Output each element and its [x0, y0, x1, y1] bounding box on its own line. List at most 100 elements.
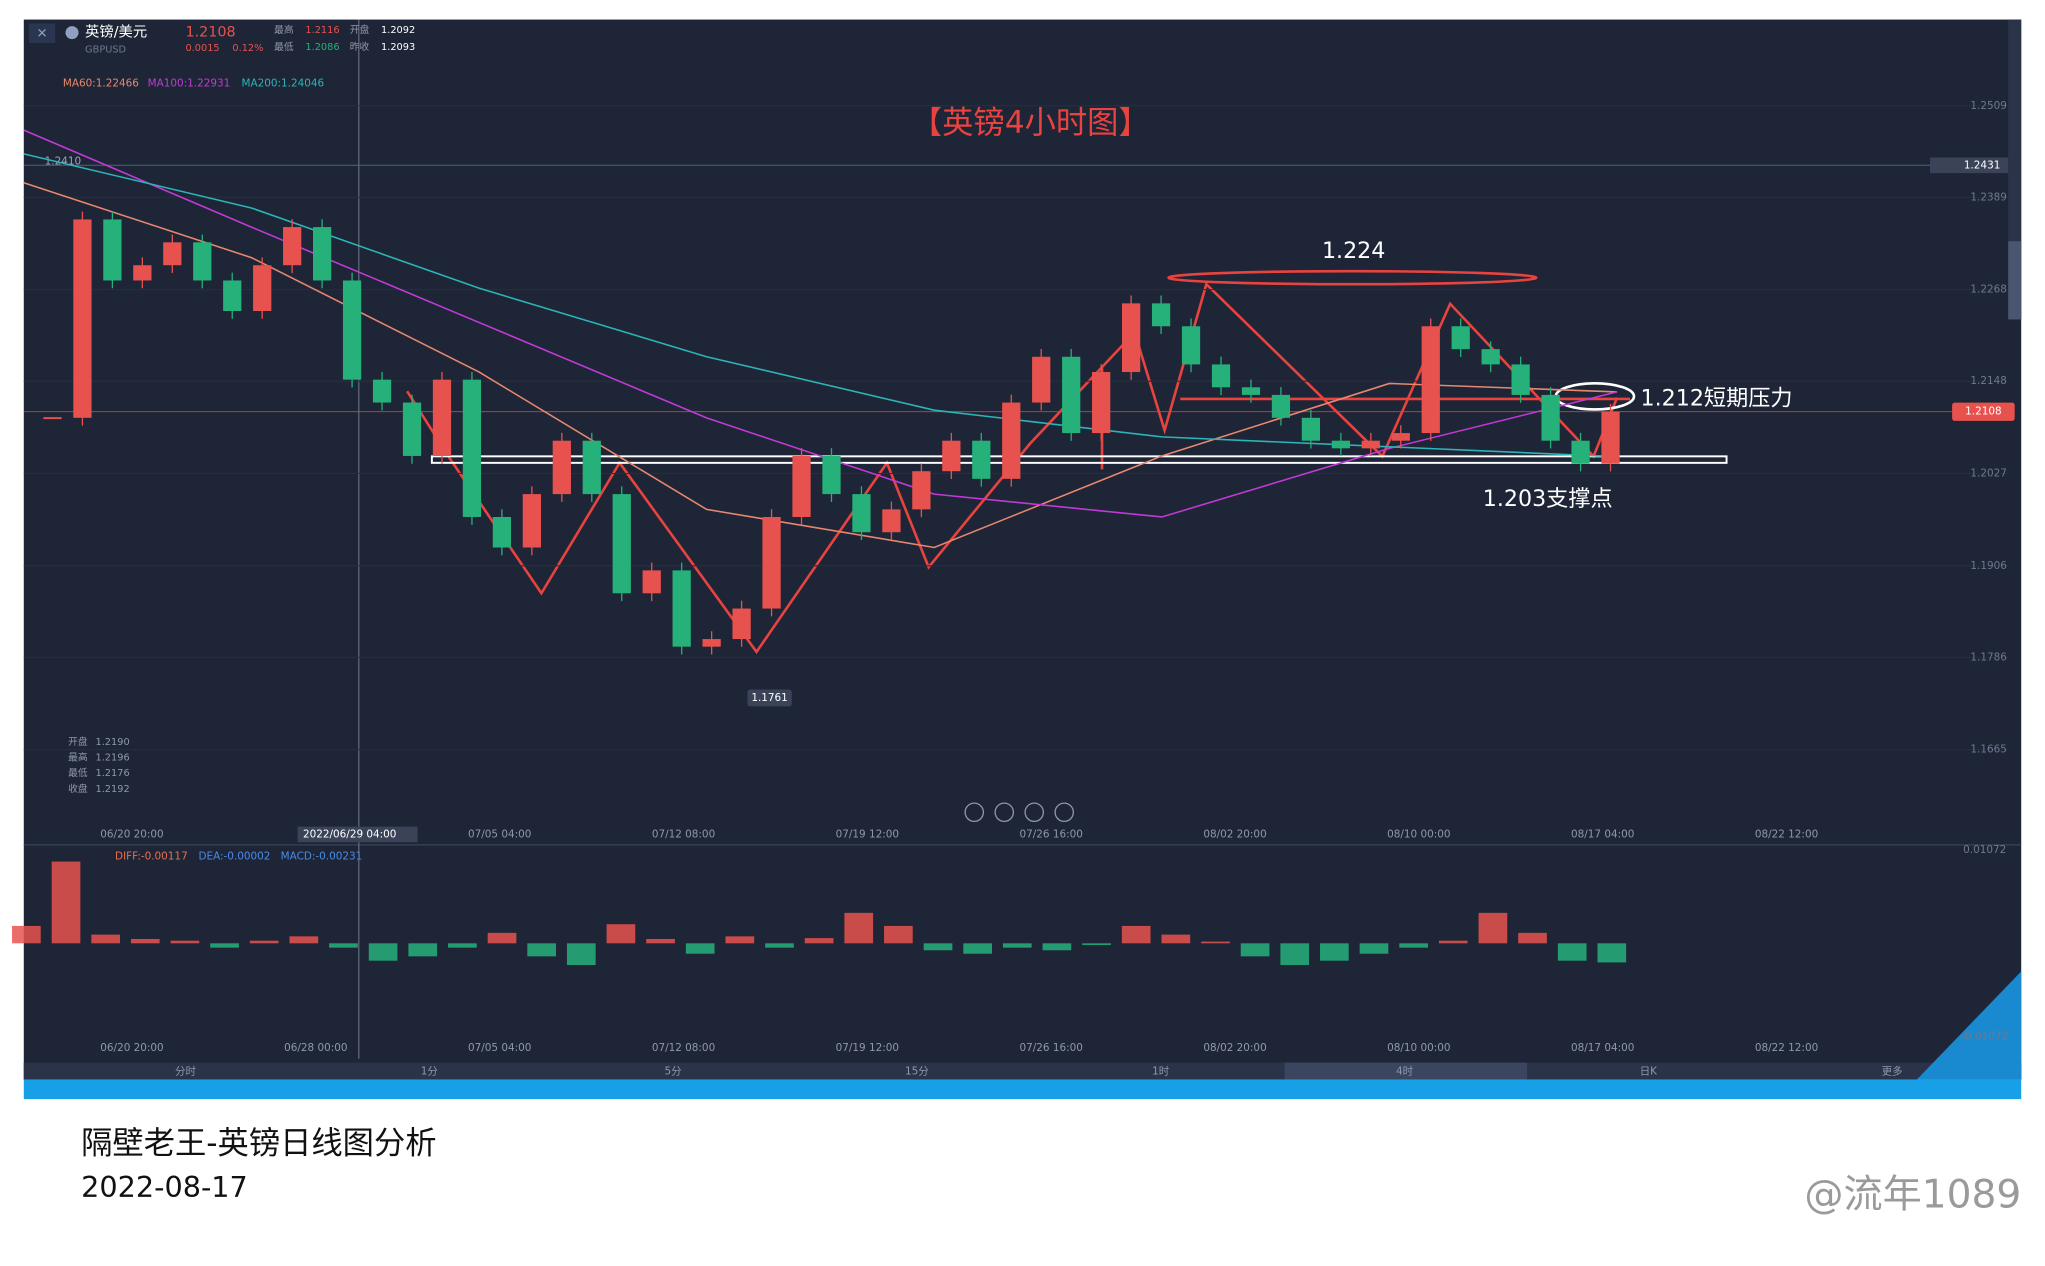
tab[interactable]: 日K [1640, 1066, 1658, 1078]
macd-bar [1320, 943, 1349, 961]
candle [133, 265, 152, 281]
macd-bar [408, 943, 438, 957]
last-price-tag [1952, 402, 2015, 421]
y-tick-label: 1.2268 [1970, 284, 2006, 296]
candle [822, 455, 841, 495]
macd-x-label: 07/19 12:00 [836, 1042, 899, 1054]
macd-value: MACD:-0.00231 [281, 851, 363, 863]
candle [612, 494, 631, 594]
y-tick-label: 1.2148 [1970, 375, 2006, 387]
candle [762, 516, 781, 609]
macd-bar [130, 938, 160, 944]
candle [1571, 440, 1590, 464]
low-label: 1.1761 [751, 692, 787, 704]
candle [672, 570, 691, 647]
candle [732, 608, 751, 640]
tab[interactable]: 分时 [175, 1066, 196, 1078]
macd-bar [1518, 932, 1547, 944]
stat-label: 最低 [274, 40, 294, 53]
price: 1.2108 [185, 25, 235, 41]
y-tick-label: 1.1906 [1970, 560, 2006, 572]
ma-label: MA100:1.22931 [148, 77, 231, 89]
candle [253, 265, 272, 311]
macd-x-label: 08/02 20:00 [1203, 1042, 1266, 1054]
candle [1601, 411, 1620, 464]
alert-label: 1.2431 [1964, 159, 2000, 171]
close-button[interactable] [28, 23, 56, 44]
tab-bar [23, 1062, 2022, 1080]
annotation: 1.224 [1322, 238, 1385, 264]
tab[interactable]: 更多 [1882, 1065, 1903, 1078]
candle [1451, 326, 1470, 350]
ohlc-value: 1.2192 [95, 784, 129, 795]
candle [1092, 372, 1111, 434]
tab[interactable]: 1分 [421, 1066, 438, 1078]
tab[interactable]: 4时 [1396, 1066, 1414, 1078]
macd-bar [12, 925, 41, 944]
x-tick-label: 08/22 12:00 [1755, 828, 1818, 840]
ohlc-value: 1.2196 [95, 753, 129, 764]
ma-label: MA200:1.24046 [242, 77, 325, 89]
tab[interactable]: 15分 [905, 1066, 929, 1078]
tab-selected [1284, 1062, 1528, 1080]
macd-bar [289, 936, 319, 944]
ohlc-value: 1.2176 [95, 768, 129, 779]
macd-bar [1597, 943, 1627, 963]
stat-value: 1.2093 [381, 42, 415, 53]
macd-bar [606, 924, 636, 944]
tab[interactable]: 1时 [1152, 1066, 1170, 1078]
candle [552, 440, 571, 495]
x-tick-label: 08/10 00:00 [1387, 828, 1450, 840]
candle [1032, 356, 1051, 403]
candle [402, 402, 422, 456]
chart-panel [23, 19, 2022, 1080]
macd-bar [1002, 943, 1032, 948]
macd-bar [685, 943, 715, 954]
candle [702, 639, 721, 647]
macd-bar [1557, 943, 1587, 961]
candle [43, 417, 62, 420]
macd-x-label: 08/10 00:00 [1387, 1042, 1450, 1054]
candle [1301, 417, 1321, 441]
x-tick-label: 07/19 12:00 [836, 828, 899, 840]
macd-x-label: 07/05 04:00 [468, 1042, 531, 1054]
stat-value: 1.2116 [305, 25, 339, 36]
macd-bar [1478, 912, 1508, 944]
nav-buttons [964, 802, 1075, 823]
macd-tick-label: -0.01072 [1961, 1031, 2008, 1043]
macd-bar [884, 925, 913, 944]
ohlc-value: 1.2190 [95, 737, 129, 748]
macd-x-label: 07/12 08:00 [652, 1042, 715, 1054]
ohlc-label: 收盘 [68, 782, 88, 795]
candle [1062, 356, 1081, 434]
candle [792, 455, 811, 517]
macd-bar [368, 943, 398, 961]
candle [1151, 303, 1171, 327]
close-icon[interactable]: ✕ [37, 26, 48, 41]
resistance-ellipse [1167, 269, 1538, 286]
candle [1421, 326, 1440, 434]
candle [372, 379, 392, 403]
zoom-out[interactable] [964, 802, 985, 823]
last-price-label: 1.2108 [1965, 406, 2001, 418]
macd-bar [804, 938, 834, 944]
candle [163, 242, 182, 266]
x-tick-label: 08/17 04:00 [1571, 828, 1634, 840]
candle [1331, 440, 1350, 449]
macd-bar [1121, 925, 1151, 944]
macd-bar [170, 940, 200, 944]
candle [492, 516, 512, 548]
zoom-in[interactable] [1054, 802, 1075, 823]
prev[interactable] [994, 802, 1015, 823]
next[interactable] [1024, 802, 1045, 823]
candle [432, 379, 452, 456]
candle [73, 219, 92, 418]
x-tick-label: 07/26 16:00 [1019, 828, 1082, 840]
tab[interactable]: 5分 [665, 1066, 682, 1078]
macd-diff: DIFF:-0.00117 [115, 851, 188, 863]
candle [193, 242, 212, 281]
macd-x-label: 06/20 20:00 [100, 1042, 163, 1054]
stat-value: 1.2092 [381, 25, 415, 36]
macd-bar [91, 934, 121, 944]
